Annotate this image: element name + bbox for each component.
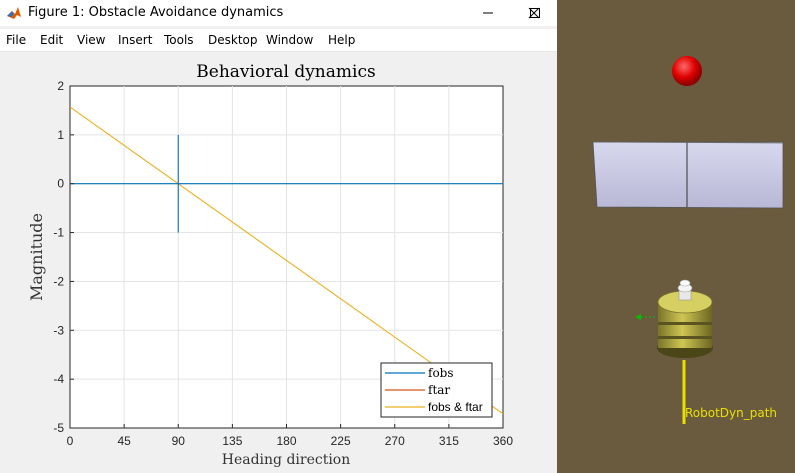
- x-tick-label: 180: [276, 434, 296, 448]
- simulation-scene: RobotDyn_path: [557, 0, 795, 473]
- legend-box: [380, 362, 493, 418]
- legend-label: ftar: [428, 383, 450, 397]
- menu-window[interactable]: Window: [266, 33, 314, 47]
- y-tick-label: -1: [53, 226, 64, 240]
- menu-help[interactable]: Help: [328, 33, 356, 47]
- plot-area: 0 45 90 135 180 225 270 315 360 2 1 0 -1 -2 -3 -4 -5 Beh…: [0, 52, 557, 473]
- y-tick-label: 1: [57, 128, 64, 142]
- matlab-icon: [6, 5, 22, 21]
- obstacle-box: [592, 141, 784, 209]
- path-label: RobotDyn_path: [685, 406, 778, 420]
- y-tick-label: 2: [57, 79, 64, 93]
- minimize-icon: [483, 12, 493, 14]
- y-tick-label: 0: [57, 177, 64, 191]
- menu-tools[interactable]: Tools: [164, 33, 194, 47]
- x-tick-label: 45: [117, 434, 131, 448]
- x-tick-label: 360: [493, 434, 513, 448]
- x-axis-label: Heading direction: [222, 452, 351, 468]
- minimize-button[interactable]: [465, 0, 511, 26]
- scene-canvas: [592, 56, 784, 424]
- menu-desktop[interactable]: Desktop: [208, 33, 258, 47]
- menu-bar: File Edit View Insert Tools Desktop Wind…: [0, 29, 557, 74]
- legend-label: fobs: [428, 366, 454, 380]
- x-tick-label: 270: [385, 434, 405, 448]
- y-tick-label: -5: [53, 421, 64, 435]
- y-tick-label: -3: [53, 323, 64, 337]
- robot: [635, 279, 713, 358]
- y-tick-label: -4: [53, 372, 64, 386]
- x-tick-label: 90: [172, 434, 186, 448]
- x-tick-label: 135: [222, 434, 242, 448]
- menu-file[interactable]: File: [6, 33, 27, 47]
- legend[interactable]: fobs ftar fobs & ftar: [380, 362, 493, 418]
- menu-insert[interactable]: Insert: [118, 33, 153, 47]
- window-title: Figure 1: Obstacle Avoidance dynamics: [28, 5, 284, 20]
- y-axis-label: Magnitude: [27, 213, 46, 301]
- x-tick-label: 225: [331, 434, 351, 448]
- legend-label: fobs & ftar: [428, 400, 483, 414]
- x-tick-label: 0: [67, 434, 74, 448]
- chart-title: Behavioral dynamics: [196, 62, 375, 82]
- figure-window: Figure 1: Obstacle Avoidance dynamics Fi…: [0, 0, 557, 473]
- maximize-icon: [530, 8, 540, 18]
- target-ball: [672, 56, 702, 86]
- x-tick-label: 315: [439, 434, 459, 448]
- menu-view[interactable]: View: [77, 33, 106, 47]
- y-tick-label: -2: [53, 274, 64, 288]
- restore-button[interactable]: [465, 0, 540, 26]
- ticks: 0 45 90 135 180 225 270 315 360 2 1 0 -1 -2 -3 -4 -5: [53, 79, 513, 448]
- menu-edit[interactable]: Edit: [40, 33, 64, 47]
- title-bar: Figure 1: Obstacle Avoidance dynamics: [0, 0, 557, 26]
